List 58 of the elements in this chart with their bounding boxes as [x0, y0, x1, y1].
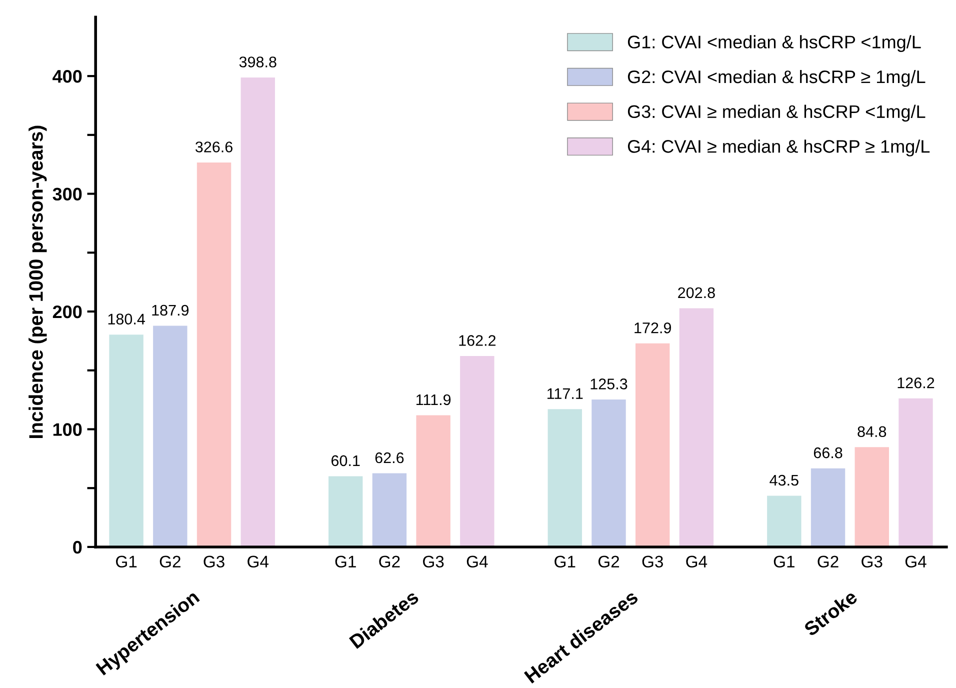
y-tick-label: 0 [73, 540, 82, 554]
x-tick-label: G2 [379, 556, 400, 568]
y-tick-label: 200 [52, 305, 82, 318]
bar [328, 476, 363, 547]
x-tick-label: G1 [335, 556, 356, 568]
bar [240, 77, 275, 547]
data-label: 326.6 [195, 142, 232, 152]
x-tick-label: G4 [466, 556, 488, 568]
x-tick-label: G4 [905, 556, 926, 568]
bar [372, 473, 407, 547]
bar [898, 398, 933, 547]
y-axis-title: Incidence (per 1000 person-years) [28, 126, 47, 438]
data-label: 62.6 [375, 452, 404, 464]
x-tick-label: G1 [116, 556, 137, 568]
bar [460, 356, 494, 547]
data-label: 187.9 [152, 304, 189, 316]
bar [767, 496, 802, 547]
data-label: 43.5 [770, 474, 798, 486]
x-tick-label: G3 [642, 556, 663, 568]
data-label: 126.2 [898, 377, 934, 388]
bar [416, 415, 450, 547]
x-tick-label: G4 [248, 556, 269, 568]
x-tick-label: G2 [598, 556, 620, 568]
x-tick-label: G4 [686, 556, 708, 568]
legend-label: G2: CVAI <median & hsCRP ≥ 1mg/L [628, 70, 926, 87]
data-label: 202.8 [678, 287, 715, 298]
y-tick-label: 400 [52, 70, 82, 83]
x-tick-label: G2 [160, 556, 180, 568]
data-label: 117.1 [547, 388, 583, 399]
x-tick-label: G3 [204, 556, 224, 568]
legend-label: G4: CVAI ≥ median & hsCRP ≥ 1mg/L [628, 140, 930, 156]
y-tick-label: 300 [52, 188, 82, 201]
data-label: 172.9 [634, 322, 671, 334]
data-label: 84.8 [858, 426, 886, 438]
bar [109, 334, 144, 547]
x-tick-label: G3 [862, 556, 882, 568]
bar [679, 308, 714, 547]
bar [592, 399, 626, 547]
data-label: 66.8 [814, 447, 842, 458]
legend-label: G3: CVAI ≥ median & hsCRP <1mg/L [628, 104, 926, 122]
data-label: 162.2 [459, 335, 496, 346]
bar [153, 326, 188, 547]
bar [635, 343, 670, 547]
x-tick-label: G1 [774, 556, 794, 568]
x-tick-label: G1 [554, 556, 576, 568]
bar [548, 409, 582, 547]
data-label: 111.9 [416, 394, 451, 406]
bar [854, 447, 889, 547]
data-label: 180.4 [108, 314, 145, 324]
data-label: 125.3 [590, 378, 628, 390]
data-label: 60.1 [332, 455, 360, 466]
bar [196, 162, 232, 547]
data-label: 398.8 [239, 56, 276, 68]
x-tick-label: G3 [423, 556, 444, 568]
legend-label: G1: CVAI <median & hsCRP <1mg/L [628, 35, 921, 52]
y-tick-label: 100 [53, 423, 82, 436]
x-tick-label: G2 [818, 556, 838, 568]
bar [810, 468, 846, 547]
